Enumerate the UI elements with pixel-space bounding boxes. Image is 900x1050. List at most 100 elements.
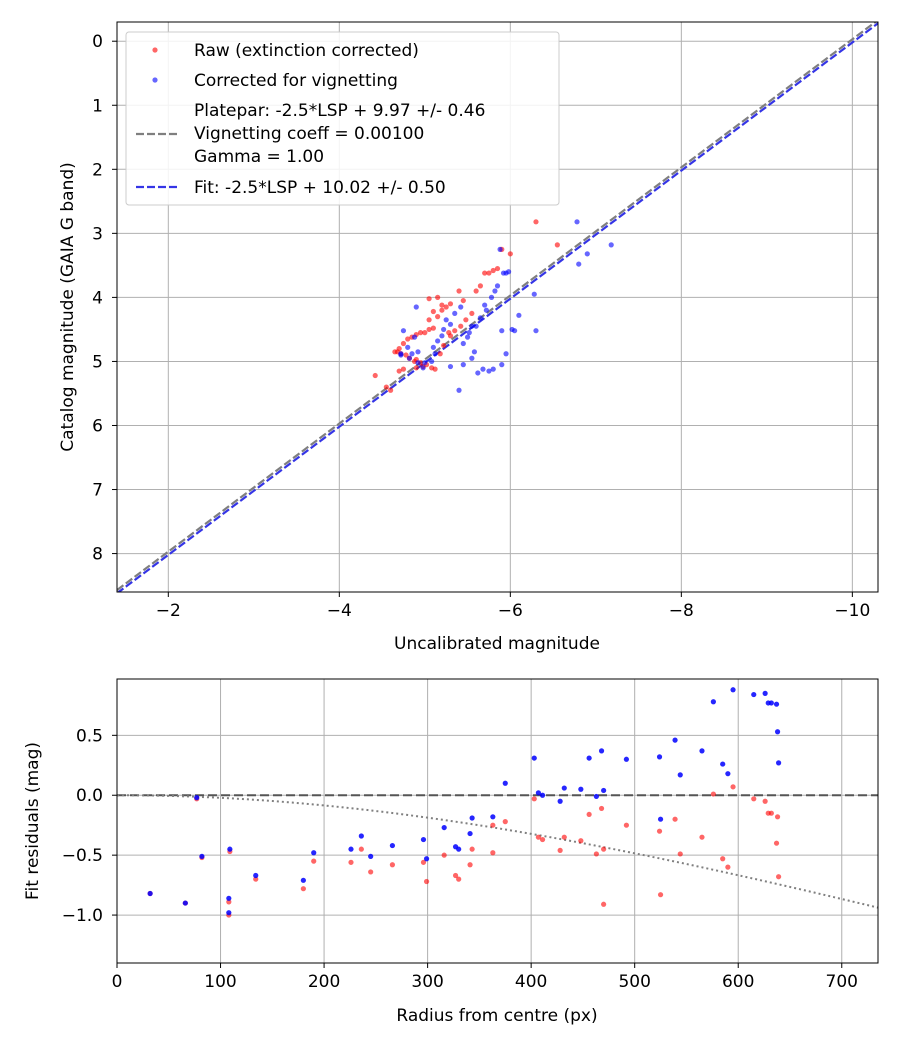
corrected-point [460, 362, 466, 368]
top-ticks: −2 −4 −6 −8 −10 0 1 2 3 4 5 6 7 8 [92, 32, 870, 621]
corrected-residual-point [253, 872, 259, 879]
corrected-residual-point [300, 877, 306, 883]
corrected-point [477, 315, 483, 321]
legend-label-platepar-3: Gamma = 1.00 [194, 147, 324, 167]
raw-residual-point [762, 798, 768, 804]
raw-point [463, 317, 469, 323]
corrected-point [415, 349, 421, 355]
raw-point [435, 314, 441, 320]
raw-point [452, 328, 458, 334]
corrected-residual-point [348, 846, 354, 852]
corrected-residual-point [147, 890, 153, 897]
corrected-point [482, 302, 488, 308]
corrected-point [458, 304, 464, 310]
top-plot-frame [116, 21, 879, 593]
corrected-point [473, 323, 479, 329]
raw-residual-point [601, 901, 607, 907]
corrected-point [411, 334, 418, 340]
corrected-point [576, 261, 582, 267]
raw-residual-point [699, 834, 705, 840]
corrected-point [584, 251, 590, 257]
raw-residual-point [456, 876, 462, 882]
corrected-residual-point [656, 754, 663, 760]
corrected-point [464, 334, 471, 340]
top-y-tick-label: 1 [92, 96, 103, 116]
corrected-point [480, 366, 486, 372]
top-y-axis-label: Catalog magnitude (GAIA G band) [58, 162, 78, 452]
top-y-tick-label: 5 [92, 352, 103, 372]
raw-point [446, 330, 452, 336]
raw-residual-point [578, 838, 584, 844]
corrected-residual-point [725, 771, 731, 777]
bottom-chart: 0 100 200 300 400 500 600 700 −1.0 −0.5 0.0 0.5 Rad… [23, 678, 879, 1026]
raw-point [432, 366, 438, 372]
legend-label-platepar-1: Platepar: -2.5*LSP + 9.97 +/- 0.46 [194, 101, 485, 121]
corrected-residual-point [535, 790, 541, 796]
corrected-point [469, 355, 475, 361]
raw-point [460, 297, 466, 304]
corrected-residual-point [773, 701, 780, 707]
corrected-residual-point [420, 836, 427, 843]
raw-residual-point [423, 878, 430, 885]
corrected-point [456, 387, 462, 393]
corrected-point [516, 312, 522, 318]
bottom-x-tick-label: 600 [722, 972, 754, 992]
bottom-x-tick-label: 300 [411, 972, 443, 992]
raw-point [437, 351, 443, 357]
corrected-point [435, 338, 441, 344]
bottom-plot-frame [116, 678, 879, 964]
bottom-x-tick-label: 500 [618, 972, 650, 992]
raw-point [372, 372, 378, 379]
raw-point [396, 368, 402, 374]
raw-point [486, 270, 492, 276]
corrected-point [429, 358, 435, 365]
corrected-residual-point [586, 755, 592, 761]
top-y-tick-label: 8 [92, 545, 103, 565]
corrected-point [400, 328, 407, 334]
raw-point [430, 325, 436, 331]
corrected-point [471, 349, 478, 355]
corrected-point [413, 304, 419, 310]
raw-point [447, 301, 454, 307]
corrected-point [439, 333, 445, 339]
legend-box [125, 31, 560, 206]
raw-residual-point [226, 899, 232, 905]
bottom-y-tick-label: 0.5 [76, 726, 103, 746]
raw-point [439, 302, 445, 308]
raw-point [533, 219, 539, 225]
raw-point [400, 340, 407, 347]
fit-line [117, 22, 878, 592]
bottom-y-axis-label: Fit residuals (mag) [23, 742, 43, 900]
raw-residual-point [598, 805, 605, 812]
corrected-point [420, 365, 426, 371]
raw-point [477, 283, 483, 289]
raw-point [435, 294, 441, 300]
top-y-tick-label: 2 [92, 160, 103, 180]
corrected-point [398, 352, 404, 358]
raw-point [456, 288, 462, 294]
legend-label-fit: Fit: -2.5*LSP + 10.02 +/- 0.50 [194, 178, 446, 198]
corrected-point [500, 270, 507, 276]
raw-residual-point [656, 828, 663, 834]
raw-residual-point [467, 862, 473, 868]
raw-residual-point [776, 874, 782, 880]
corrected-residual-point [593, 793, 599, 800]
corrected-residual-point [623, 756, 630, 762]
raw-residual-point [601, 846, 607, 852]
legend: Raw (extinction corrected) Corrected for… [125, 31, 560, 206]
raw-residual-point [469, 846, 475, 852]
corrected-residual-point [720, 761, 726, 767]
corrected-residual-point [578, 786, 584, 792]
legend-label-corrected: Corrected for vignetting [194, 71, 398, 91]
raw-residual-point [420, 859, 427, 865]
bottom-x-tick-label: 100 [204, 972, 236, 992]
raw-residual-point [490, 822, 496, 828]
corrected-residual-point [774, 729, 781, 735]
corrected-point [441, 326, 447, 333]
corrected-residual-point [751, 691, 757, 698]
raw-point [403, 352, 409, 358]
legend-label-platepar-2: Vignetting coeff = 0.00100 [194, 124, 424, 144]
corrected-residual-point [776, 760, 782, 766]
top-x-tick-label: −6 [498, 601, 523, 621]
corrected-point [460, 340, 466, 347]
